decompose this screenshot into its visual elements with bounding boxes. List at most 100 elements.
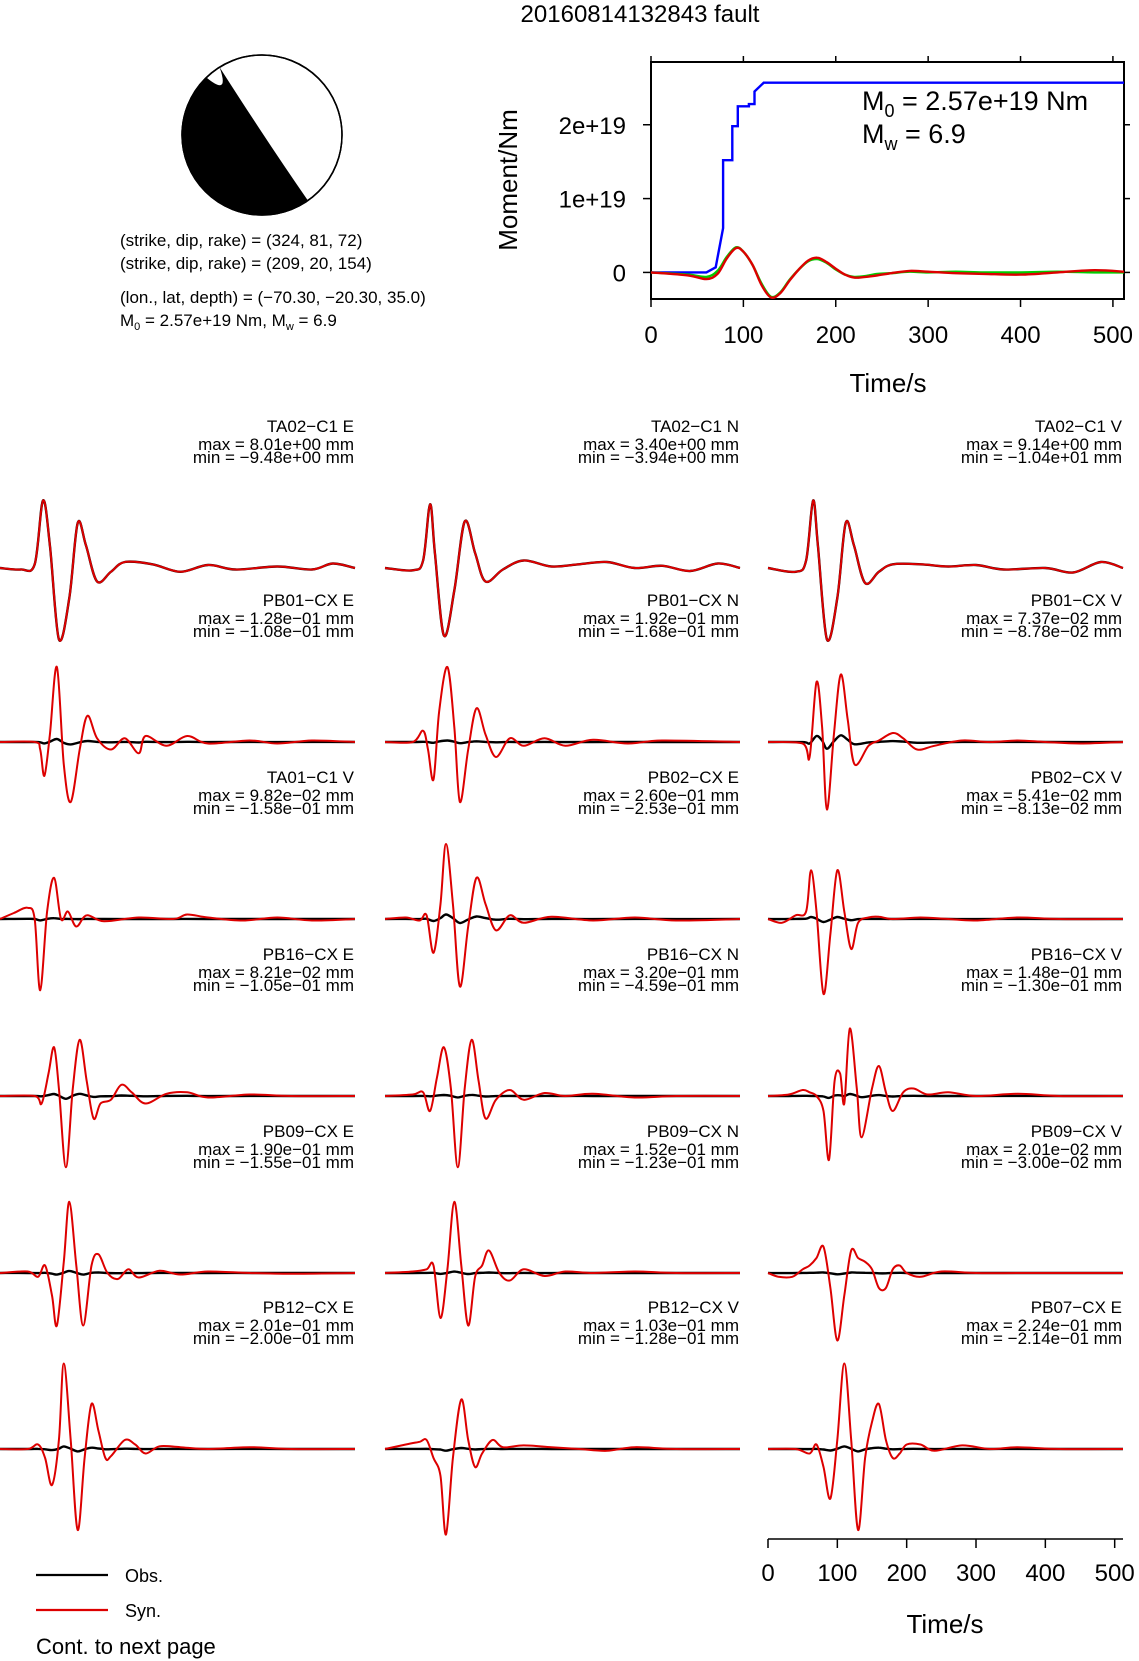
max-amplitude-label: max = 3.20e−01 mm	[583, 963, 739, 982]
max-amplitude-label: max = 3.40e+00 mm	[583, 435, 739, 454]
synthetic-trace	[384, 1398, 741, 1536]
station-label: PB01−CX N	[647, 591, 739, 610]
synthetic-trace	[384, 842, 741, 988]
min-amplitude-label: min = −3.00e−02 mm	[961, 1153, 1122, 1172]
moment-xtick-label: 200	[816, 322, 856, 349]
min-amplitude-label: min = −1.28e−01 mm	[578, 1329, 739, 1348]
moment-series-group	[650, 81, 1125, 299]
moment-ytick-label: 2e+19	[559, 113, 626, 140]
moment-ylabel: Moment/Nm	[493, 109, 523, 251]
max-amplitude-label: max = 1.90e−01 mm	[198, 1140, 354, 1159]
moment-xtick-label: 400	[1001, 322, 1041, 349]
moment-ytick-label: 0	[613, 260, 626, 287]
waveform-time-axis: 0 100 200 300 400 500	[761, 1538, 1135, 1587]
moment-series-line-2	[650, 246, 1125, 299]
waveform-xtick-label: 100	[817, 1560, 857, 1587]
station-label: PB07−CX E	[1031, 1298, 1122, 1317]
mechanism-text: (strike, dip, rake) = (324, 81, 72) (str…	[120, 231, 426, 333]
legend-obs-label: Obs.	[125, 1566, 163, 1586]
beachball-compressional-quadrant	[181, 67, 308, 215]
station-label: PB16−CX E	[263, 945, 354, 964]
observed-trace	[384, 1446, 740, 1452]
synthetic-trace	[384, 1200, 741, 1327]
station-label: PB01−CX V	[1031, 591, 1123, 610]
synthetic-trace	[0, 876, 356, 992]
station-label: PB12−CX E	[263, 1298, 354, 1317]
synthetic-trace	[0, 1200, 356, 1328]
observed-trace	[768, 1445, 1123, 1453]
observed-trace	[384, 1093, 740, 1099]
beachball-outline	[181, 54, 343, 216]
max-amplitude-label: max = 5.41e−02 mm	[966, 786, 1122, 805]
min-amplitude-label: min = −4.59e−01 mm	[578, 976, 739, 995]
waveform-xlabel: Time/s	[906, 1609, 983, 1639]
observed-trace	[384, 739, 740, 745]
max-amplitude-label: max = 9.14e+00 mm	[966, 435, 1122, 454]
min-amplitude-label: min = −1.04e+01 mm	[961, 448, 1122, 467]
min-amplitude-label: min = −1.05e−01 mm	[193, 976, 354, 995]
moment-axes: 0 100 200 300 400 500 0 1e+19 2e+19	[559, 56, 1133, 349]
min-amplitude-label: min = −1.58e−01 mm	[193, 799, 354, 818]
station-label: PB02−CX E	[648, 768, 739, 787]
synthetic-trace	[0, 1038, 356, 1169]
station-label: TA02−C1 E	[267, 417, 354, 436]
min-amplitude-label: min = −8.13e−02 mm	[961, 799, 1122, 818]
continuation-note: Cont. to next page	[36, 1634, 216, 1659]
station-label: PB09−CX E	[263, 1122, 354, 1141]
max-amplitude-label: max = 2.24e−01 mm	[966, 1316, 1122, 1335]
nodal-plane-1: (strike, dip, rake) = (324, 81, 72)	[120, 231, 362, 250]
max-amplitude-label: max = 1.48e−01 mm	[966, 963, 1122, 982]
waveform-xtick-label: 400	[1025, 1560, 1065, 1587]
min-amplitude-label: min = −1.08e−01 mm	[193, 622, 354, 641]
station-label: PB16−CX N	[647, 945, 739, 964]
max-amplitude-label: max = 1.03e−01 mm	[583, 1316, 739, 1335]
max-amplitude-label: max = 7.37e−02 mm	[966, 609, 1122, 628]
synthetic-trace	[0, 1362, 356, 1532]
waveform-xtick-label: 300	[956, 1560, 996, 1587]
moment-magnitude-line: M0 = 2.57e+19 Nm, Mw = 6.9	[120, 311, 337, 333]
observed-trace	[767, 915, 1123, 924]
synthetic-trace	[384, 665, 741, 804]
synthetic-trace	[767, 1027, 1124, 1161]
nodal-plane-2: (strike, dip, rake) = (209, 20, 154)	[120, 254, 372, 273]
max-amplitude-label: max = 8.21e−02 mm	[198, 963, 354, 982]
synthetic-trace	[0, 499, 356, 642]
synthetic-trace	[384, 1038, 741, 1169]
max-amplitude-label: max = 1.28e−01 mm	[198, 609, 354, 628]
waveform-xtick-label: 0	[761, 1560, 774, 1587]
beachball	[181, 54, 343, 216]
figure-title: 20160814132843 fault	[521, 1, 760, 28]
station-label: PB09−CX V	[1031, 1122, 1123, 1141]
synthetic-trace	[767, 499, 1124, 642]
moment-rate-chart: 0 100 200 300 400 500 0 1e+19 2e+19 Moment/Nm Ti…	[493, 56, 1133, 398]
waveform-xtick-label: 500	[1095, 1560, 1135, 1587]
min-amplitude-label: min = −2.00e−01 mm	[193, 1329, 354, 1348]
station-label: PB12−CX V	[648, 1298, 740, 1317]
synthetic-trace	[767, 1362, 1124, 1532]
synthetic-trace	[384, 503, 741, 638]
station-label: TA01−C1 V	[267, 768, 355, 787]
max-amplitude-label: max = 2.60e−01 mm	[583, 786, 739, 805]
station-label: TA02−C1 V	[1035, 417, 1123, 436]
station-label: TA02−C1 N	[651, 417, 739, 436]
min-amplitude-label: min = −1.30e−01 mm	[961, 976, 1122, 995]
min-amplitude-label: min = −1.68e−01 mm	[578, 622, 739, 641]
min-amplitude-label: min = −2.14e−01 mm	[961, 1329, 1122, 1348]
observed-trace	[767, 734, 1124, 750]
min-amplitude-label: min = −9.48e+00 mm	[193, 448, 354, 467]
